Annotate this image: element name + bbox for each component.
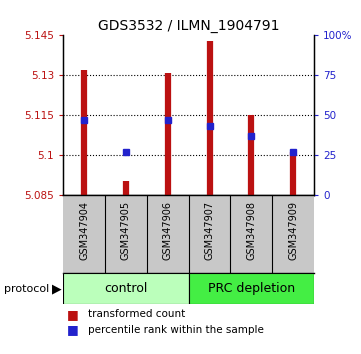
Text: GSM347908: GSM347908 (246, 201, 256, 260)
Text: control: control (104, 282, 148, 295)
Text: protocol: protocol (4, 284, 49, 293)
Text: ■: ■ (67, 324, 79, 336)
Bar (188, 273, 314, 304)
Text: ▶: ▶ (52, 282, 62, 295)
Text: GSM347904: GSM347904 (79, 201, 89, 260)
Text: ■: ■ (67, 308, 79, 321)
Text: transformed count: transformed count (88, 309, 186, 319)
Text: GSM347907: GSM347907 (205, 201, 214, 260)
Title: GDS3532 / ILMN_1904791: GDS3532 / ILMN_1904791 (98, 19, 279, 33)
Text: GSM347906: GSM347906 (163, 201, 173, 260)
Text: percentile rank within the sample: percentile rank within the sample (88, 325, 264, 335)
Text: PRC depletion: PRC depletion (208, 282, 295, 295)
Text: GSM347905: GSM347905 (121, 201, 131, 260)
Bar (63, 273, 188, 304)
Text: GSM347909: GSM347909 (288, 201, 298, 260)
